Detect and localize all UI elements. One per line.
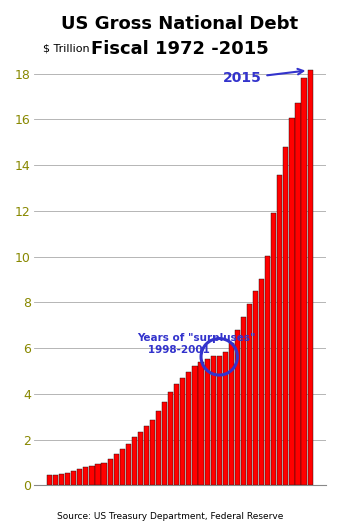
Bar	[247, 304, 252, 485]
Text: 2015: 2015	[223, 69, 303, 85]
Bar	[47, 475, 52, 485]
Bar	[144, 426, 149, 485]
Bar	[229, 343, 234, 485]
Bar	[174, 385, 179, 485]
Bar	[223, 353, 228, 485]
Bar	[277, 175, 282, 485]
Bar	[217, 356, 222, 485]
Bar	[205, 359, 210, 485]
Bar	[265, 256, 270, 485]
Bar	[120, 450, 125, 485]
Bar	[180, 378, 186, 485]
Bar	[59, 474, 64, 485]
Bar	[283, 147, 288, 485]
Bar	[290, 118, 295, 485]
Bar	[295, 103, 300, 485]
Bar	[253, 291, 258, 485]
Bar	[77, 469, 83, 485]
Bar	[241, 316, 246, 485]
Bar	[301, 78, 307, 485]
Bar	[65, 473, 70, 485]
Bar	[107, 459, 113, 485]
Bar	[162, 401, 167, 485]
Bar	[168, 392, 173, 485]
Bar	[114, 454, 119, 485]
Text: Years of "surpluses"
   1998-2001: Years of "surpluses" 1998-2001	[137, 333, 256, 355]
Bar	[259, 279, 264, 485]
Bar	[102, 463, 107, 485]
Bar	[186, 372, 192, 485]
Text: Source: US Treasury Department, Federal Reserve: Source: US Treasury Department, Federal …	[57, 512, 284, 521]
Bar	[126, 444, 131, 485]
Bar	[53, 475, 58, 485]
Bar	[271, 213, 276, 485]
Title: US Gross National Debt
Fiscal 1972 -2015: US Gross National Debt Fiscal 1972 -2015	[61, 15, 298, 58]
Bar	[308, 70, 313, 485]
Bar	[89, 466, 94, 485]
Bar	[138, 432, 143, 485]
Bar	[192, 366, 197, 485]
Bar	[95, 464, 101, 485]
Bar	[156, 411, 161, 485]
Bar	[211, 356, 216, 485]
Text: $ Trillion: $ Trillion	[43, 43, 90, 53]
Bar	[235, 330, 240, 485]
Bar	[83, 467, 88, 485]
Bar	[198, 362, 204, 485]
Bar	[150, 420, 155, 485]
Bar	[132, 437, 137, 485]
Bar	[71, 471, 76, 485]
